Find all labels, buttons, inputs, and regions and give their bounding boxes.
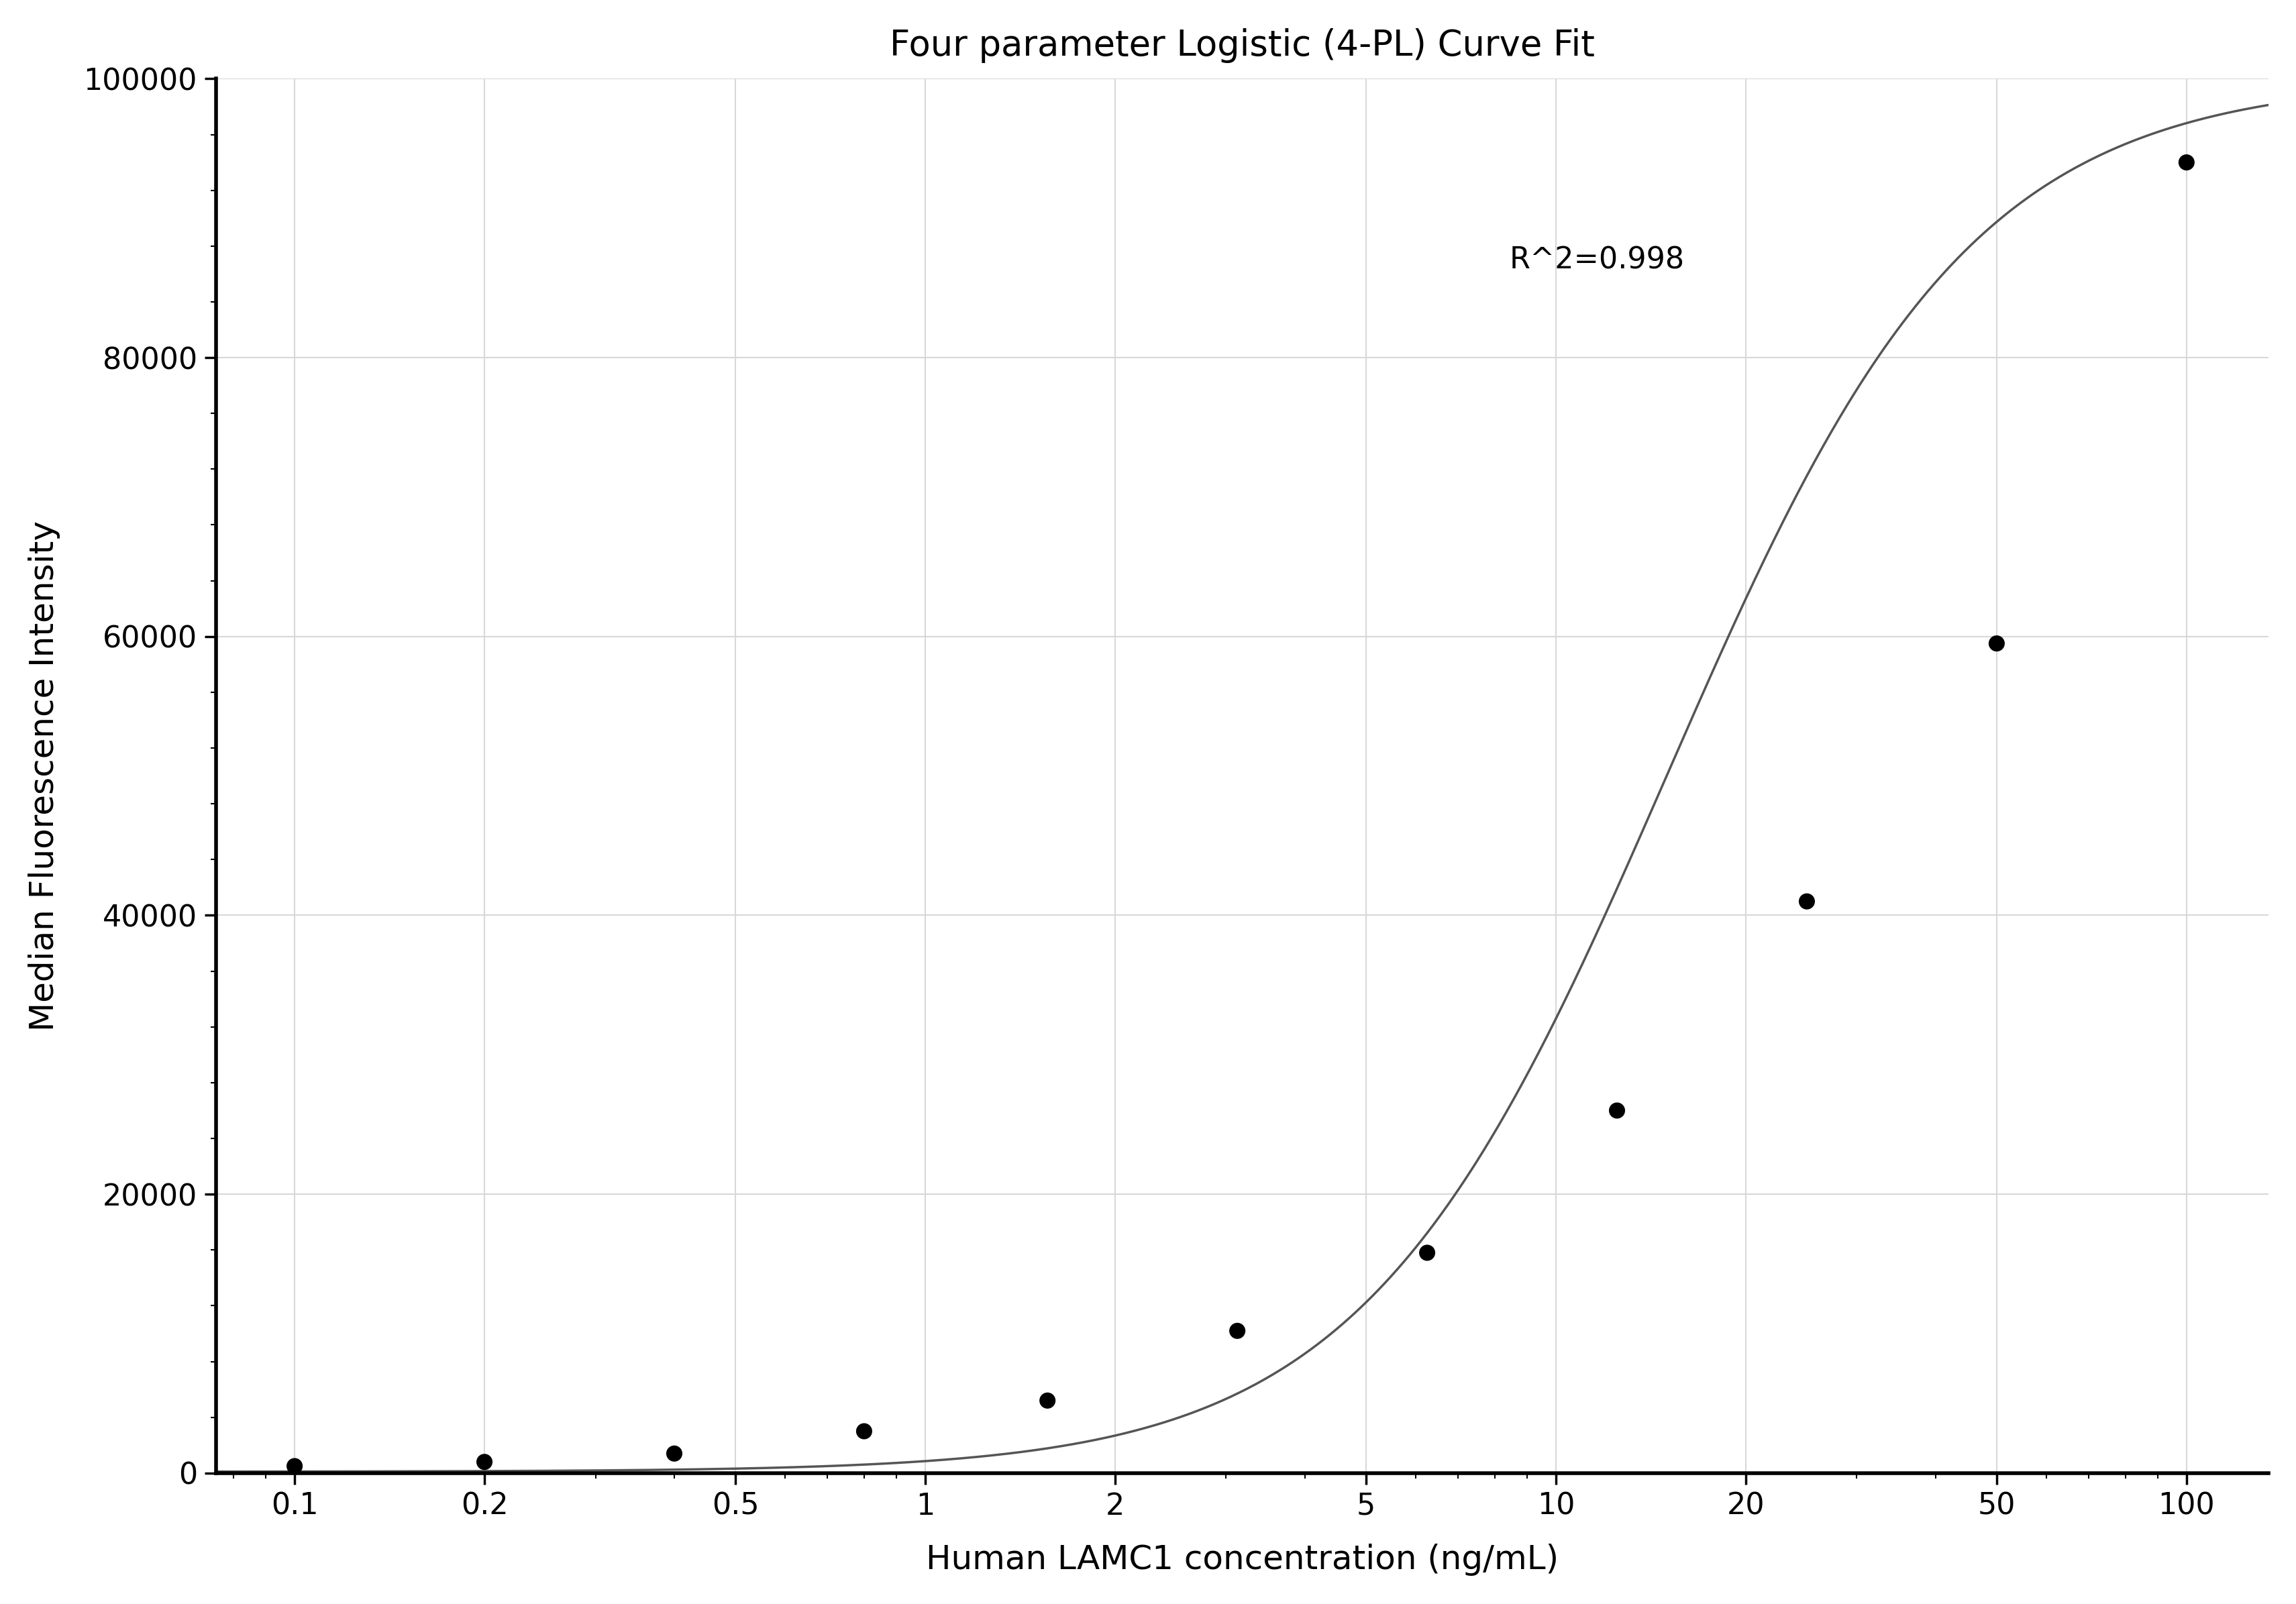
Point	[2167, 149, 2204, 175]
Point	[657, 1440, 693, 1466]
Point	[1029, 1387, 1065, 1413]
Point	[1407, 1240, 1444, 1266]
Point	[845, 1418, 882, 1444]
Point	[1789, 889, 1825, 914]
Y-axis label: Median Fluorescence Intensity: Median Fluorescence Intensity	[28, 521, 60, 1031]
Point	[1977, 630, 2014, 656]
Point	[466, 1448, 503, 1474]
Title: Four parameter Logistic (4-PL) Curve Fit: Four parameter Logistic (4-PL) Curve Fit	[889, 27, 1593, 63]
Point	[276, 1453, 312, 1479]
Text: R^2=0.998: R^2=0.998	[1508, 245, 1683, 274]
Point	[1598, 1097, 1635, 1123]
X-axis label: Human LAMC1 concentration (ng/mL): Human LAMC1 concentration (ng/mL)	[925, 1543, 1559, 1577]
Point	[1219, 1318, 1256, 1344]
